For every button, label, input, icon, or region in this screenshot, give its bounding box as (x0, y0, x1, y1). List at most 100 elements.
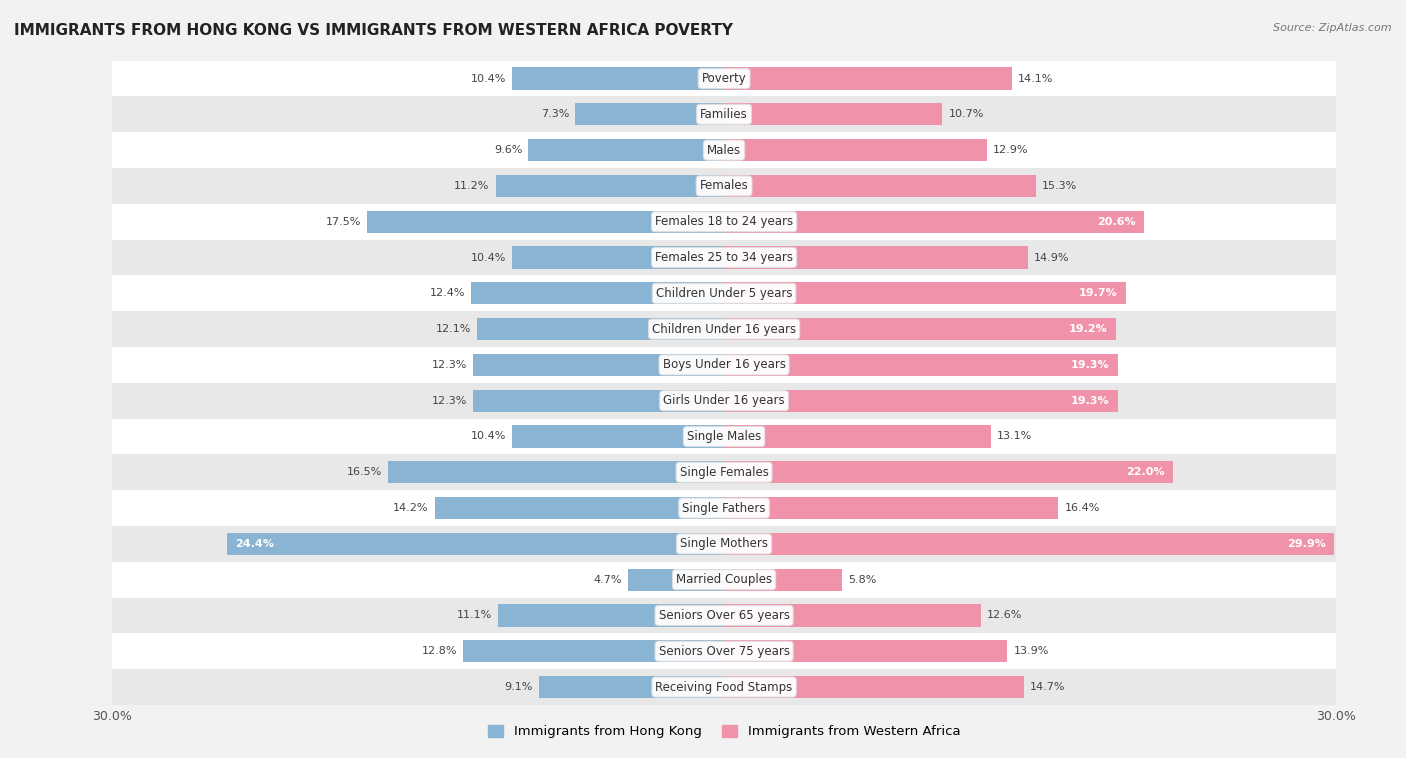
Bar (724, 175, 1036, 197)
Text: Source: ZipAtlas.com: Source: ZipAtlas.com (1274, 23, 1392, 33)
Text: Females 25 to 34 years: Females 25 to 34 years (655, 251, 793, 264)
Bar (112, 204, 1336, 240)
Text: Families: Families (700, 108, 748, 121)
Bar (478, 318, 724, 340)
Text: 9.6%: 9.6% (494, 145, 522, 155)
Bar (112, 418, 1336, 454)
Bar (112, 168, 1336, 204)
Bar (112, 61, 1336, 96)
Bar (112, 132, 1336, 168)
Bar (512, 246, 724, 268)
Bar (538, 676, 724, 698)
Text: 10.4%: 10.4% (471, 431, 506, 441)
Text: Boys Under 16 years: Boys Under 16 years (662, 359, 786, 371)
Bar (724, 533, 1334, 555)
Bar (496, 175, 724, 197)
Text: 20.6%: 20.6% (1097, 217, 1136, 227)
Text: Females 18 to 24 years: Females 18 to 24 years (655, 215, 793, 228)
Text: 12.9%: 12.9% (993, 145, 1029, 155)
Bar (498, 604, 724, 627)
Bar (628, 568, 724, 590)
Text: 13.1%: 13.1% (997, 431, 1032, 441)
Bar (724, 461, 1173, 484)
Legend: Immigrants from Hong Kong, Immigrants from Western Africa: Immigrants from Hong Kong, Immigrants fr… (482, 719, 966, 744)
Bar (226, 533, 724, 555)
Bar (724, 604, 981, 627)
Bar (474, 390, 724, 412)
Text: 16.4%: 16.4% (1064, 503, 1099, 513)
Text: 19.3%: 19.3% (1071, 396, 1109, 406)
Bar (724, 211, 1144, 233)
Text: 12.3%: 12.3% (432, 396, 467, 406)
Bar (112, 312, 1336, 347)
Text: Females: Females (700, 180, 748, 193)
Text: 7.3%: 7.3% (541, 109, 569, 119)
Bar (471, 282, 724, 305)
Text: Single Females: Single Females (679, 465, 769, 479)
Bar (724, 282, 1126, 305)
Text: 4.7%: 4.7% (593, 575, 621, 584)
Text: IMMIGRANTS FROM HONG KONG VS IMMIGRANTS FROM WESTERN AFRICA POVERTY: IMMIGRANTS FROM HONG KONG VS IMMIGRANTS … (14, 23, 733, 38)
Text: 17.5%: 17.5% (326, 217, 361, 227)
Bar (112, 562, 1336, 597)
Text: Seniors Over 65 years: Seniors Over 65 years (658, 609, 790, 622)
Text: 24.4%: 24.4% (235, 539, 274, 549)
Text: 10.4%: 10.4% (471, 252, 506, 262)
Text: 13.9%: 13.9% (1014, 647, 1049, 656)
Text: Children Under 5 years: Children Under 5 years (655, 287, 793, 300)
Text: 15.3%: 15.3% (1042, 181, 1077, 191)
Bar (724, 641, 1008, 662)
Text: 29.9%: 29.9% (1286, 539, 1326, 549)
Text: 14.9%: 14.9% (1033, 252, 1070, 262)
Bar (112, 240, 1336, 275)
Bar (112, 347, 1336, 383)
Bar (112, 490, 1336, 526)
Bar (112, 454, 1336, 490)
Text: Receiving Food Stamps: Receiving Food Stamps (655, 681, 793, 694)
Text: 14.1%: 14.1% (1018, 74, 1053, 83)
Bar (724, 67, 1011, 89)
Text: 10.4%: 10.4% (471, 74, 506, 83)
Text: Single Fathers: Single Fathers (682, 502, 766, 515)
Text: Married Couples: Married Couples (676, 573, 772, 586)
Bar (724, 139, 987, 161)
Bar (367, 211, 724, 233)
Text: 16.5%: 16.5% (346, 467, 381, 478)
Text: 14.2%: 14.2% (394, 503, 429, 513)
Bar (512, 67, 724, 89)
Text: 19.2%: 19.2% (1069, 324, 1108, 334)
Bar (724, 246, 1028, 268)
Text: Single Males: Single Males (688, 430, 761, 443)
Bar (512, 425, 724, 447)
Bar (724, 425, 991, 447)
Bar (529, 139, 724, 161)
Bar (434, 497, 724, 519)
Text: 11.2%: 11.2% (454, 181, 489, 191)
Bar (724, 568, 842, 590)
Bar (724, 390, 1118, 412)
Bar (463, 641, 724, 662)
Text: Single Mothers: Single Mothers (681, 537, 768, 550)
Text: Males: Males (707, 143, 741, 157)
Text: 5.8%: 5.8% (848, 575, 877, 584)
Bar (112, 597, 1336, 634)
Bar (724, 497, 1059, 519)
Text: 14.7%: 14.7% (1029, 682, 1066, 692)
Text: 12.4%: 12.4% (430, 288, 465, 299)
Bar (575, 103, 724, 125)
Text: 12.1%: 12.1% (436, 324, 471, 334)
Text: 9.1%: 9.1% (505, 682, 533, 692)
Bar (112, 96, 1336, 132)
Bar (388, 461, 724, 484)
Text: 19.3%: 19.3% (1071, 360, 1109, 370)
Text: Poverty: Poverty (702, 72, 747, 85)
Bar (112, 526, 1336, 562)
Bar (112, 669, 1336, 705)
Text: 10.7%: 10.7% (948, 109, 984, 119)
Text: Seniors Over 75 years: Seniors Over 75 years (658, 645, 790, 658)
Bar (474, 354, 724, 376)
Text: 12.6%: 12.6% (987, 610, 1022, 621)
Text: 19.7%: 19.7% (1078, 288, 1118, 299)
Text: 12.3%: 12.3% (432, 360, 467, 370)
Text: 22.0%: 22.0% (1126, 467, 1164, 478)
